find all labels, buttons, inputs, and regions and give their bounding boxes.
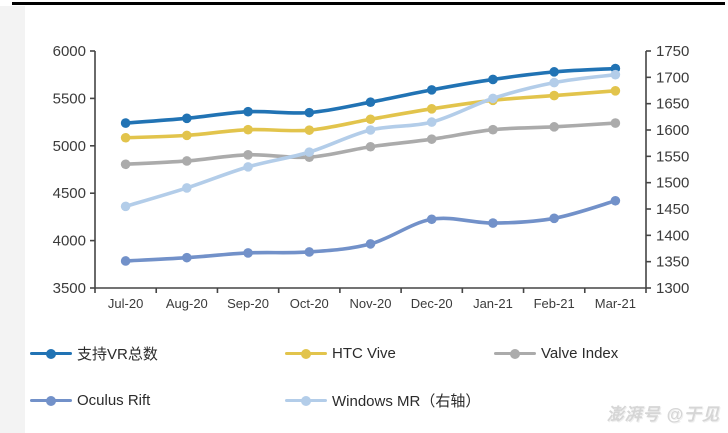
- series-marker: [549, 90, 559, 101]
- right-axis-tick-label: 1650: [656, 96, 689, 113]
- legend-label: Windows MR（右轴）: [332, 392, 481, 410]
- series-marker: [182, 252, 192, 263]
- series-marker: [120, 256, 131, 266]
- series-marker: [365, 114, 376, 125]
- right-axis-tick-label: 1550: [656, 148, 689, 165]
- legend-label: 支持VR总数: [77, 345, 158, 363]
- x-axis-tick-label: Sep-20: [227, 296, 269, 311]
- legend-line-marker-icon: [30, 344, 72, 362]
- series-marker: [549, 67, 559, 77]
- x-axis-tick-label: Dec-20: [411, 296, 453, 311]
- series-marker: [488, 93, 498, 104]
- series-marker: [549, 77, 559, 88]
- series-marker: [610, 69, 621, 80]
- legend-item-valve-index: Valve Index: [494, 344, 618, 362]
- x-axis-tick-label: Aug-20: [166, 296, 208, 311]
- legend-item-oculus-rift: Oculus Rift: [30, 391, 150, 409]
- right-axis-tick-label: 1400: [656, 227, 689, 244]
- legend-item-htc-vive: HTC Vive: [285, 344, 396, 362]
- series-marker: [304, 125, 315, 135]
- legend-label: HTC Vive: [332, 344, 396, 362]
- series-marker: [488, 124, 498, 135]
- series-marker: [549, 122, 559, 132]
- series-marker: [120, 159, 131, 170]
- series-marker: [610, 118, 621, 128]
- series-marker: [426, 104, 437, 114]
- series-marker: [610, 195, 621, 206]
- left-axis-tick-label: 4500: [53, 185, 86, 202]
- x-axis-tick-label: Feb-21: [534, 296, 575, 311]
- series-marker: [243, 124, 253, 135]
- series-marker: [426, 117, 437, 127]
- chart-legend: 支持VR总数 HTC Vive Valve Index Oculus Rift …: [0, 0, 728, 410]
- series-marker: [304, 147, 315, 157]
- series-marker: [610, 86, 621, 96]
- chart-svg: 6000 5500 5000 4500 4000 3500 1750 1700 1650 1600…: [53, 43, 690, 311]
- series-marker: [243, 248, 253, 258]
- left-axis-tick-label: 3500: [53, 280, 86, 297]
- series-marker: [182, 113, 192, 124]
- legend-line-marker-icon: [285, 344, 327, 362]
- series-marker: [426, 214, 437, 225]
- left-axis-tick-label: 5500: [53, 90, 86, 107]
- series-marker: [120, 201, 131, 212]
- x-axis-tick-label: Mar-21: [595, 296, 636, 311]
- right-axis-tick-label: 1350: [656, 254, 689, 271]
- legend-line-marker-icon: [494, 344, 536, 362]
- series-marker: [488, 218, 498, 228]
- series-marker: [426, 85, 437, 95]
- right-axis-tick-label: 1700: [656, 69, 689, 86]
- series-marker: [304, 247, 315, 257]
- series-marker: [365, 97, 376, 107]
- series-marker: [365, 125, 376, 135]
- series-marker: [182, 156, 192, 166]
- series-marker: [243, 106, 253, 117]
- x-axis-tick-label: Jan-21: [473, 296, 513, 311]
- series-marker: [182, 130, 192, 141]
- legend-item-windows-mr: Windows MR（右轴）: [285, 391, 481, 410]
- legend-line-marker-icon: [285, 391, 327, 409]
- series-marker: [243, 162, 253, 172]
- right-axis-tick-label: 1750: [656, 43, 689, 60]
- series-marker: [304, 107, 315, 118]
- x-axis-tick-label: Oct-20: [290, 296, 329, 311]
- left-page-gutter: [0, 6, 25, 433]
- legend-line-marker-icon: [30, 391, 72, 409]
- left-axis-tick-label: 6000: [53, 43, 86, 60]
- series-marker: [365, 141, 376, 152]
- series-line-Oculus Rift: [123, 198, 618, 263]
- series-marker: [549, 213, 559, 224]
- left-axis-tick-label: 4000: [53, 233, 86, 250]
- left-axis-tick-label: 5000: [53, 138, 86, 155]
- x-axis-tick-label: Nov-20: [350, 296, 392, 311]
- series-marker: [120, 118, 131, 128]
- right-axis-tick-label: 1300: [656, 280, 689, 297]
- right-axis-tick-label: 1600: [656, 122, 689, 139]
- vr-support-line-chart: 6000 5500 5000 4500 4000 3500 1750 1700 1650 1600…: [53, 43, 690, 311]
- legend-item-vr-total: 支持VR总数: [30, 344, 158, 363]
- legend-label: Valve Index: [541, 344, 619, 362]
- series-marker: [243, 150, 253, 160]
- series-marker: [182, 183, 192, 193]
- right-axis-tick-label: 1500: [656, 175, 689, 192]
- watermark: 澎湃号 @于见: [606, 405, 720, 424]
- series-marker: [426, 134, 437, 144]
- series-marker: [488, 74, 498, 85]
- series-marker: [365, 239, 376, 249]
- series-marker: [120, 132, 131, 143]
- right-axis-tick-label: 1450: [656, 201, 689, 218]
- legend-label: Oculus Rift: [77, 391, 151, 409]
- x-axis-tick-label: Jul-20: [108, 296, 143, 311]
- top-border-line: [12, 2, 725, 5]
